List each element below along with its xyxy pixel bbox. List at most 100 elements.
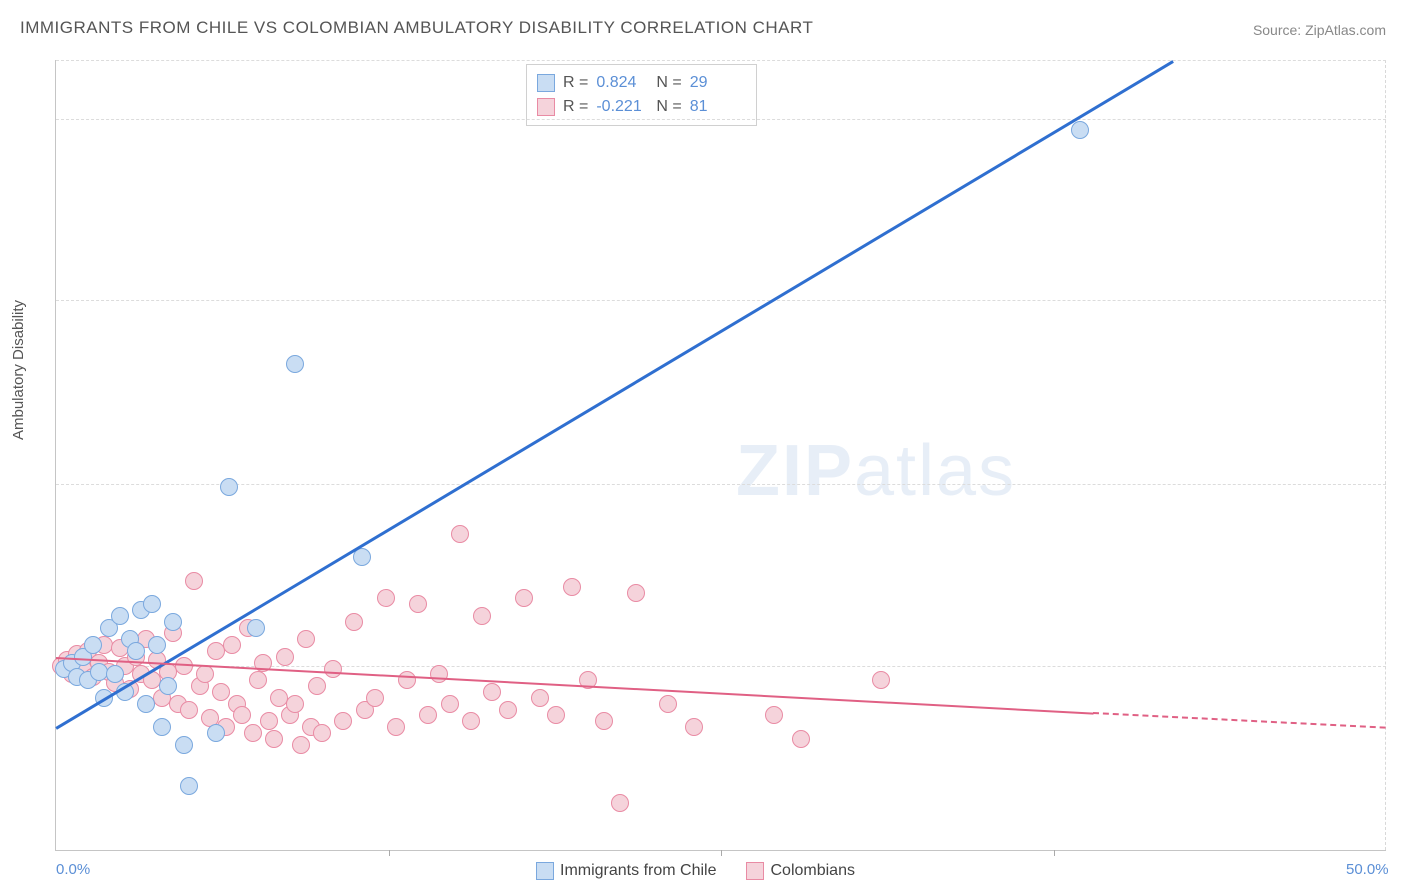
stats-r-chile: 0.824 <box>596 71 648 95</box>
stats-r-colombians: -0.221 <box>596 95 648 119</box>
data-point-colombians <box>308 677 326 695</box>
data-point-colombians <box>398 671 416 689</box>
stats-row-colombians: R = -0.221 N = 81 <box>537 95 742 119</box>
data-point-chile <box>127 642 145 660</box>
legend-item-colombians: Colombians <box>746 862 854 880</box>
x-minor-tick <box>389 850 390 856</box>
data-point-chile <box>247 619 265 637</box>
data-point-chile <box>143 595 161 613</box>
data-point-colombians <box>366 689 384 707</box>
data-point-colombians <box>334 712 352 730</box>
data-point-chile <box>286 355 304 373</box>
legend-label-colombians: Colombians <box>770 862 854 879</box>
watermark-atlas: atlas <box>854 431 1016 511</box>
watermark-zip: ZIP <box>736 431 854 511</box>
data-point-chile <box>148 636 166 654</box>
data-point-colombians <box>387 718 405 736</box>
data-point-colombians <box>685 718 703 736</box>
data-point-colombians <box>499 701 517 719</box>
data-point-colombians <box>249 671 267 689</box>
data-point-chile <box>164 613 182 631</box>
data-point-colombians <box>451 525 469 543</box>
x-tick-label: 0.0% <box>56 861 90 878</box>
data-point-colombians <box>531 689 549 707</box>
gridline <box>56 300 1386 301</box>
data-point-colombians <box>563 578 581 596</box>
plot-area: ZIPatlas R = 0.824 N = 29 R = -0.221 N =… <box>55 60 1386 851</box>
data-point-colombians <box>286 695 304 713</box>
data-point-chile <box>84 636 102 654</box>
x-minor-tick <box>721 850 722 856</box>
gridline <box>56 484 1386 485</box>
data-point-colombians <box>313 724 331 742</box>
chart-title: IMMIGRANTS FROM CHILE VS COLOMBIAN AMBUL… <box>20 18 813 38</box>
source-prefix: Source: <box>1253 22 1305 38</box>
data-point-colombians <box>872 671 890 689</box>
data-point-colombians <box>324 660 342 678</box>
data-point-colombians <box>515 589 533 607</box>
plot-right-border <box>1385 60 1386 850</box>
legend-item-chile: Immigrants from Chile <box>536 862 716 880</box>
legend: Immigrants from Chile Colombians <box>536 862 855 880</box>
y-axis-title: Ambulatory Disability <box>10 300 27 440</box>
data-point-colombians <box>244 724 262 742</box>
data-point-chile <box>353 548 371 566</box>
data-point-colombians <box>345 613 363 631</box>
data-point-colombians <box>223 636 241 654</box>
stats-r-label: R = <box>563 71 588 95</box>
data-point-colombians <box>462 712 480 730</box>
source-name: ZipAtlas.com <box>1305 22 1386 38</box>
data-point-colombians <box>595 712 613 730</box>
data-point-colombians <box>233 706 251 724</box>
x-tick-label: 50.0% <box>1346 861 1389 878</box>
data-point-colombians <box>185 572 203 590</box>
data-point-colombians <box>430 665 448 683</box>
data-point-chile <box>220 478 238 496</box>
data-point-colombians <box>196 665 214 683</box>
trend-line <box>55 60 1173 729</box>
data-point-chile <box>1071 121 1089 139</box>
gridline <box>56 119 1386 120</box>
data-point-colombians <box>765 706 783 724</box>
stats-n-label: N = <box>656 71 681 95</box>
data-point-chile <box>207 724 225 742</box>
legend-label-chile: Immigrants from Chile <box>560 862 716 879</box>
stats-row-chile: R = 0.824 N = 29 <box>537 71 742 95</box>
data-point-chile <box>153 718 171 736</box>
stats-n-chile: 29 <box>690 71 742 95</box>
stats-swatch-colombians <box>537 98 555 116</box>
data-point-chile <box>175 736 193 754</box>
stats-swatch-chile <box>537 74 555 92</box>
legend-swatch-chile <box>536 862 554 880</box>
stats-n-label: N = <box>656 95 681 119</box>
data-point-colombians <box>265 730 283 748</box>
data-point-colombians <box>276 648 294 666</box>
data-point-chile <box>111 607 129 625</box>
data-point-colombians <box>547 706 565 724</box>
data-point-colombians <box>212 683 230 701</box>
trend-line <box>1093 712 1386 729</box>
data-point-colombians <box>297 630 315 648</box>
data-point-chile <box>180 777 198 795</box>
data-point-colombians <box>441 695 459 713</box>
legend-swatch-colombians <box>746 862 764 880</box>
data-point-colombians <box>483 683 501 701</box>
stats-n-colombians: 81 <box>690 95 742 119</box>
data-point-colombians <box>611 794 629 812</box>
data-point-colombians <box>473 607 491 625</box>
data-point-colombians <box>659 695 677 713</box>
data-point-colombians <box>377 589 395 607</box>
data-point-colombians <box>627 584 645 602</box>
data-point-chile <box>159 677 177 695</box>
data-point-colombians <box>792 730 810 748</box>
data-point-colombians <box>260 712 278 730</box>
data-point-chile <box>137 695 155 713</box>
data-point-colombians <box>292 736 310 754</box>
x-minor-tick <box>1054 850 1055 856</box>
stats-box: R = 0.824 N = 29 R = -0.221 N = 81 <box>526 64 757 126</box>
data-point-chile <box>106 665 124 683</box>
data-point-colombians <box>409 595 427 613</box>
stats-r-label: R = <box>563 95 588 119</box>
gridline <box>56 60 1386 61</box>
watermark: ZIPatlas <box>736 430 1016 512</box>
